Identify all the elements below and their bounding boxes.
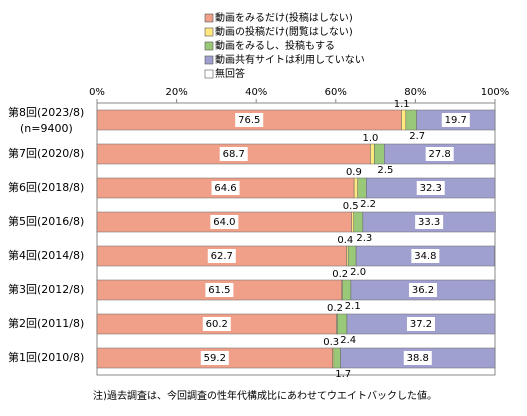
value-label: 34.8: [414, 251, 436, 262]
value-label: 0.9: [346, 167, 362, 178]
category-label: 第3回(2012/8): [8, 282, 84, 296]
bar-segment: [337, 313, 348, 335]
label-box: [425, 147, 454, 161]
value-label: 0.2: [332, 269, 348, 280]
label-box: [408, 283, 437, 297]
legend-label: 動画をみるだけ(投稿はしない): [215, 11, 353, 24]
x-tick-label: 100%: [481, 87, 510, 98]
value-label: 32.3: [420, 183, 442, 194]
legend-label: 動画をみるし、投稿もする: [215, 39, 335, 52]
x-tick-label: 0%: [89, 87, 105, 98]
label-box: [235, 113, 264, 127]
legend-label: 動画共有サイトは利用していない: [215, 53, 365, 66]
value-label: 38.8: [407, 353, 429, 364]
label-box: [219, 147, 248, 161]
category-label: 第8回(2023/8): [8, 105, 84, 119]
x-tick-label: 20%: [165, 87, 187, 98]
value-label: 2.2: [360, 199, 376, 210]
value-label: 64.0: [213, 217, 235, 228]
bar-segment: [405, 109, 417, 131]
value-label: 2.7: [409, 131, 425, 142]
label-box: [441, 113, 470, 127]
x-tick-label: 60%: [325, 87, 347, 98]
bar-segment: [347, 245, 357, 267]
label-box: [211, 181, 240, 195]
legend-label: 動画の投稿だけ(閲覧はしない): [215, 25, 353, 38]
label-box: [205, 283, 234, 297]
bar-segment: [353, 177, 358, 199]
bar-segment: [374, 143, 385, 165]
category-label: 第4回(2014/8): [8, 248, 84, 262]
category-label: 第6回(2018/8): [8, 180, 84, 194]
bar-segment: [401, 109, 407, 131]
category-label: 第1回(2010/8): [8, 350, 84, 364]
value-label: 2.3: [356, 233, 372, 244]
label-box: [416, 181, 445, 195]
legend-swatch: [204, 27, 214, 37]
value-label: 61.5: [208, 285, 230, 296]
bar-segment: [353, 211, 364, 233]
label-box: [411, 249, 440, 263]
bar-segment: [370, 143, 375, 165]
label-box: [202, 317, 231, 331]
value-label: 0.5: [343, 201, 359, 212]
value-label: 76.5: [238, 115, 260, 126]
value-label: 59.2: [204, 353, 226, 364]
value-label: 27.8: [429, 149, 451, 160]
x-tick-label: 40%: [245, 87, 267, 98]
value-label: 68.7: [223, 149, 245, 160]
category-label: 第7回(2020/8): [8, 146, 84, 160]
legend-swatch: [204, 55, 214, 65]
value-label: 60.2: [206, 319, 228, 330]
value-label: 1.0: [362, 133, 378, 144]
category-label: 第5回(2016/8): [8, 214, 84, 228]
label-box: [200, 351, 229, 365]
label-box: [415, 215, 444, 229]
legend-label: 無回答: [215, 67, 245, 80]
value-label: 64.6: [214, 183, 236, 194]
legend-swatch: [204, 69, 214, 79]
value-label: 1.1: [394, 99, 410, 110]
value-label: 37.2: [410, 319, 432, 330]
bar-segment: [333, 347, 341, 369]
value-label: 62.7: [211, 251, 233, 262]
bar-segment: [351, 211, 354, 233]
value-label: 36.2: [412, 285, 434, 296]
label-box: [210, 215, 239, 229]
value-label: 0.2: [327, 303, 343, 314]
value-label: 2.0: [350, 267, 366, 278]
label-box: [207, 249, 236, 263]
bar-segment: [357, 177, 367, 199]
legend-swatch: [204, 41, 214, 51]
value-label: 33.3: [418, 217, 440, 228]
category-label: 第2回(2011/8): [8, 316, 84, 330]
x-tick-label: 80%: [404, 87, 426, 98]
value-label: 1.7: [335, 369, 351, 380]
label-box: [406, 317, 435, 331]
value-label: 2.4: [340, 335, 356, 346]
bar-segment: [342, 279, 352, 301]
value-label: 0.3: [323, 337, 339, 348]
legend-swatch: [204, 13, 214, 23]
value-label: 0.4: [337, 235, 353, 246]
sample-note: (n=9400): [20, 122, 73, 135]
value-label: 2.5: [377, 165, 393, 176]
plot-frame: [96, 102, 496, 376]
value-label: 2.1: [345, 301, 361, 312]
label-box: [403, 351, 432, 365]
note: 注)過去調査は、今回調査の性年代構成比にあわせてウエイトバックした値。: [93, 389, 437, 402]
value-label: 19.7: [445, 115, 467, 126]
